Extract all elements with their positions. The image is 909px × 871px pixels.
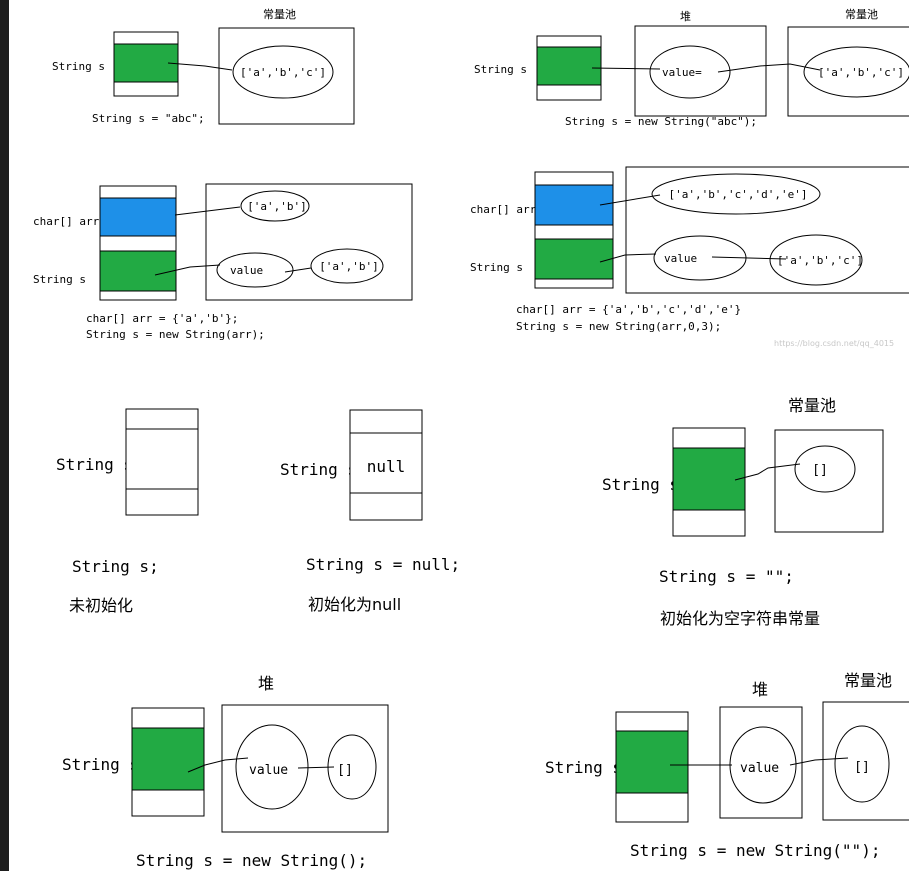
- variable-label: String s: [280, 460, 357, 479]
- string-reference-cell: [536, 46, 602, 86]
- char-array-text: []: [854, 760, 870, 775]
- string-reference-cell: [615, 730, 689, 794]
- array-reference-cell: [99, 197, 177, 237]
- value-to-array-line: [717, 63, 821, 73]
- caption: 未初始化: [69, 596, 133, 615]
- reference-line: [187, 757, 249, 773]
- char-array-ellipse: [794, 445, 856, 493]
- char-array-text: []: [337, 763, 353, 778]
- string-reference-cell: [113, 43, 179, 83]
- char-array-ellipse: [803, 46, 909, 98]
- value-to-array-line: [284, 267, 312, 273]
- array-reference-line: [599, 194, 661, 206]
- variable-label: String s: [474, 63, 527, 76]
- variable-label: String s: [545, 758, 622, 777]
- value-text: value: [230, 264, 263, 277]
- char-array-text: ['a','b']: [247, 200, 307, 213]
- char-array-ellipse: [651, 173, 821, 215]
- string-reference-cell: [99, 250, 177, 292]
- char-array-text: ['a','b','c']: [240, 66, 326, 79]
- constant-pool-title: 常量池: [844, 671, 892, 690]
- constant-pool-title: 常量池: [845, 8, 878, 21]
- code-line: String s;: [72, 557, 159, 576]
- char-array-ellipse: [240, 190, 310, 222]
- value-to-array-line: [789, 757, 849, 766]
- char-array-ellipse: [232, 45, 334, 99]
- char-array-text: ['a','b','c']: [818, 66, 904, 79]
- code-line-2: String s = new String(arr,0,3);: [516, 320, 721, 333]
- code-line: String s = new String();: [136, 851, 367, 870]
- value-text: value=: [662, 66, 702, 79]
- panel-literal-abc: String s 常量池 ['a','b','c'] String s = "a…: [52, 8, 355, 125]
- array-reference-line: [174, 206, 241, 216]
- caption: 初始化为null: [308, 595, 401, 614]
- value-ellipse: [216, 252, 294, 288]
- value-text: value: [249, 763, 288, 778]
- reference-line: [167, 62, 233, 71]
- string-reference-line: [154, 264, 221, 276]
- array-variable-label: char[] arr: [33, 215, 100, 228]
- value-to-array-line: [297, 766, 335, 769]
- string-reference-line: [599, 253, 657, 263]
- constant-pool-title: 常量池: [263, 8, 296, 21]
- null-text: null: [367, 457, 406, 476]
- null-reference-cell: [349, 432, 423, 494]
- copied-array-text: ['a','b']: [319, 260, 379, 273]
- reference-line: [591, 67, 661, 70]
- char-array-text: ['a','b','c','d','e']: [668, 188, 807, 201]
- variable-label: String s: [470, 261, 523, 274]
- value-text: value: [740, 761, 779, 776]
- string-reference-cell: [672, 447, 746, 511]
- copied-array-ellipse: [769, 234, 863, 286]
- array-variable-label: char[] arr: [470, 203, 537, 216]
- watermark-text: https://blog.csdn.net/qq_4015: [774, 339, 894, 348]
- copied-array-text: ['a','b','c']: [777, 254, 863, 267]
- code-line: String s = null;: [306, 555, 460, 574]
- code-line: String s = "";: [659, 567, 794, 586]
- reference-line: [734, 463, 801, 481]
- caption: 初始化为空字符串常量: [660, 609, 820, 628]
- panel-uninitialized: String s String s; 未初始化: [56, 408, 199, 615]
- string-reference-cell: [131, 727, 205, 791]
- panel-new-string-empty: String s 堆 value [] String s = new Strin…: [62, 674, 389, 870]
- code-line-1: char[] arr = {'a','b'};: [86, 312, 238, 325]
- variable-label: String s: [52, 60, 105, 73]
- char-array-text: []: [812, 463, 828, 478]
- variable-label: String s: [56, 455, 133, 474]
- heap-title: 堆: [752, 680, 768, 699]
- value-ellipse: [235, 724, 309, 810]
- constant-pool-title: 常量池: [788, 396, 836, 415]
- panel-new-string-empty-literal: String s 堆 value 常量池 [] String s = new S…: [545, 671, 909, 860]
- value-to-array-line: [711, 256, 787, 260]
- code-line: String s = new String("abc");: [565, 115, 757, 128]
- panel-null: String s null String s = null; 初始化为null: [280, 409, 460, 614]
- heap-title: 堆: [258, 674, 274, 693]
- empty-reference-cell: [125, 428, 199, 490]
- panel-new-string-abc: String s 堆 value= 常量池 ['a','b','c'] Stri…: [474, 8, 909, 128]
- left-edge-bar: [0, 0, 9, 871]
- code-line-1: char[] arr = {'a','b','c','d','e'}: [516, 303, 741, 316]
- code-line: String s = new String("");: [630, 841, 880, 860]
- variable-label: String s: [62, 755, 139, 774]
- code-line: String s = "abc";: [92, 112, 205, 125]
- panel-empty-literal: String s 常量池 [] String s = ""; 初始化为空字符串常…: [602, 396, 884, 628]
- panel-char-array-range: char[] arr String s ['a','b','c','d','e'…: [470, 166, 909, 348]
- code-line-2: String s = new String(arr);: [86, 328, 265, 341]
- variable-label: String s: [602, 475, 679, 494]
- copied-array-ellipse: [310, 248, 384, 284]
- variable-label: String s: [33, 273, 86, 286]
- value-text: value: [664, 252, 697, 265]
- char-array-ellipse: [834, 725, 890, 803]
- heap-title: 堆: [680, 10, 691, 23]
- value-ellipse: [649, 45, 731, 99]
- string-reference-cell: [534, 238, 614, 280]
- panel-char-array-ab: char[] arr String s ['a','b'] value ['a'…: [33, 183, 413, 341]
